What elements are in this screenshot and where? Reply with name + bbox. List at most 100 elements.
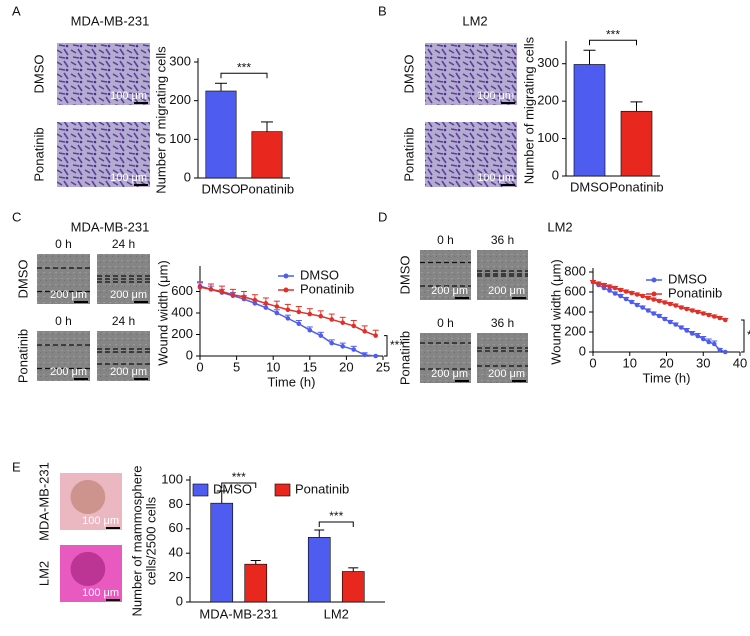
x-tick-label: 20 <box>659 355 673 370</box>
x-tick-label: 15 <box>303 359 317 374</box>
point <box>607 288 612 293</box>
x-tick-label: 10 <box>623 355 637 370</box>
point <box>362 352 368 358</box>
x-tick-label: 30 <box>696 355 710 370</box>
y-axis-label: Number of migrating cells <box>153 46 168 194</box>
chart-title: LM2 <box>462 13 487 28</box>
point <box>678 325 684 330</box>
legend-label: DMSO <box>668 271 707 286</box>
x-tick-label: 0 <box>196 359 203 374</box>
point <box>662 300 667 305</box>
scale-label: 200 μm <box>488 285 525 297</box>
significance-label: *** <box>606 27 620 41</box>
y-tick-label: 0 <box>552 167 559 182</box>
point <box>351 323 357 329</box>
point <box>623 296 629 302</box>
point <box>296 309 302 315</box>
time-label: 24 h <box>112 237 135 251</box>
point <box>723 317 728 323</box>
point <box>656 298 662 304</box>
micrograph <box>477 333 528 383</box>
point <box>689 308 695 313</box>
point <box>645 295 651 301</box>
point <box>700 336 706 342</box>
y-tick-label: 600 <box>171 283 193 298</box>
x-axis-label: Time (h) <box>268 374 316 389</box>
point <box>296 321 302 327</box>
row-label: Ponatinib <box>31 127 46 181</box>
point <box>618 287 623 293</box>
time-label: 0 h <box>55 314 72 328</box>
y-tick-label: 300 <box>169 53 191 68</box>
point <box>684 328 690 333</box>
bar <box>251 131 283 179</box>
point <box>629 299 634 305</box>
point <box>662 316 667 322</box>
point <box>640 293 645 299</box>
micrograph <box>425 43 517 105</box>
chart-title: MDA-MB-231 <box>71 219 150 234</box>
y-tick-label: 0 <box>579 343 586 358</box>
time-label: 0 h <box>437 316 454 330</box>
point <box>318 333 324 338</box>
micrograph <box>57 122 150 187</box>
bar <box>205 90 237 179</box>
sphere <box>70 479 106 515</box>
y-tick-label: 200 <box>171 326 193 341</box>
point <box>673 303 678 308</box>
y-tick-label: 400 <box>564 303 586 318</box>
scale-label: 200 μm <box>431 285 468 297</box>
significance-bracket <box>589 39 637 46</box>
point <box>318 313 324 319</box>
bar <box>307 537 331 603</box>
x-tick-label: 5 <box>233 359 240 374</box>
y-tick-label: 0 <box>186 347 193 362</box>
legend-label: Ponatinib <box>300 281 354 296</box>
point <box>634 292 640 297</box>
significance-bracket <box>741 319 745 353</box>
point <box>700 311 706 316</box>
legend-label: Ponatinib <box>295 481 349 496</box>
micrograph <box>477 250 528 300</box>
x-tick-label: DMSO <box>570 179 609 194</box>
scale-label: 200 μm <box>50 366 87 378</box>
legend-label: Ponatinib <box>668 285 722 300</box>
scale-label: 200 μm <box>431 368 468 380</box>
panel-letter: B <box>378 3 387 18</box>
point <box>263 305 269 310</box>
scale-label: 200 μm <box>488 368 525 380</box>
x-tick-label: Ponatinib <box>609 179 663 194</box>
legend-marker <box>651 277 657 283</box>
point <box>667 319 673 325</box>
legend-swatch <box>192 483 209 497</box>
y-tick-label: 400 <box>171 304 193 319</box>
point <box>274 310 280 316</box>
row-label: DMSO <box>15 260 30 299</box>
panel-letter: C <box>12 209 21 224</box>
scale-label: 200 μm <box>50 289 87 301</box>
significance-bracket <box>220 72 268 79</box>
point <box>373 353 378 359</box>
point <box>667 301 673 307</box>
y-tick-label: 100 <box>537 130 559 145</box>
point <box>285 307 291 313</box>
x-tick-label: 10 <box>266 359 280 374</box>
point <box>695 333 701 339</box>
point <box>219 289 225 294</box>
y-tick-label: 300 <box>537 55 559 70</box>
y-tick-label: 60 <box>169 520 183 535</box>
significance-bracket <box>221 482 257 488</box>
significance-bracket <box>384 335 388 357</box>
point <box>651 311 656 316</box>
y-tick-label: 0 <box>176 593 183 608</box>
point <box>618 293 623 299</box>
point <box>651 297 656 302</box>
row-label: LM2 <box>36 561 51 586</box>
point <box>252 301 258 306</box>
significance-bracket <box>318 521 354 528</box>
point <box>208 287 214 292</box>
point <box>711 314 717 319</box>
y-tick-label: 200 <box>537 93 559 108</box>
micrograph <box>37 331 90 381</box>
